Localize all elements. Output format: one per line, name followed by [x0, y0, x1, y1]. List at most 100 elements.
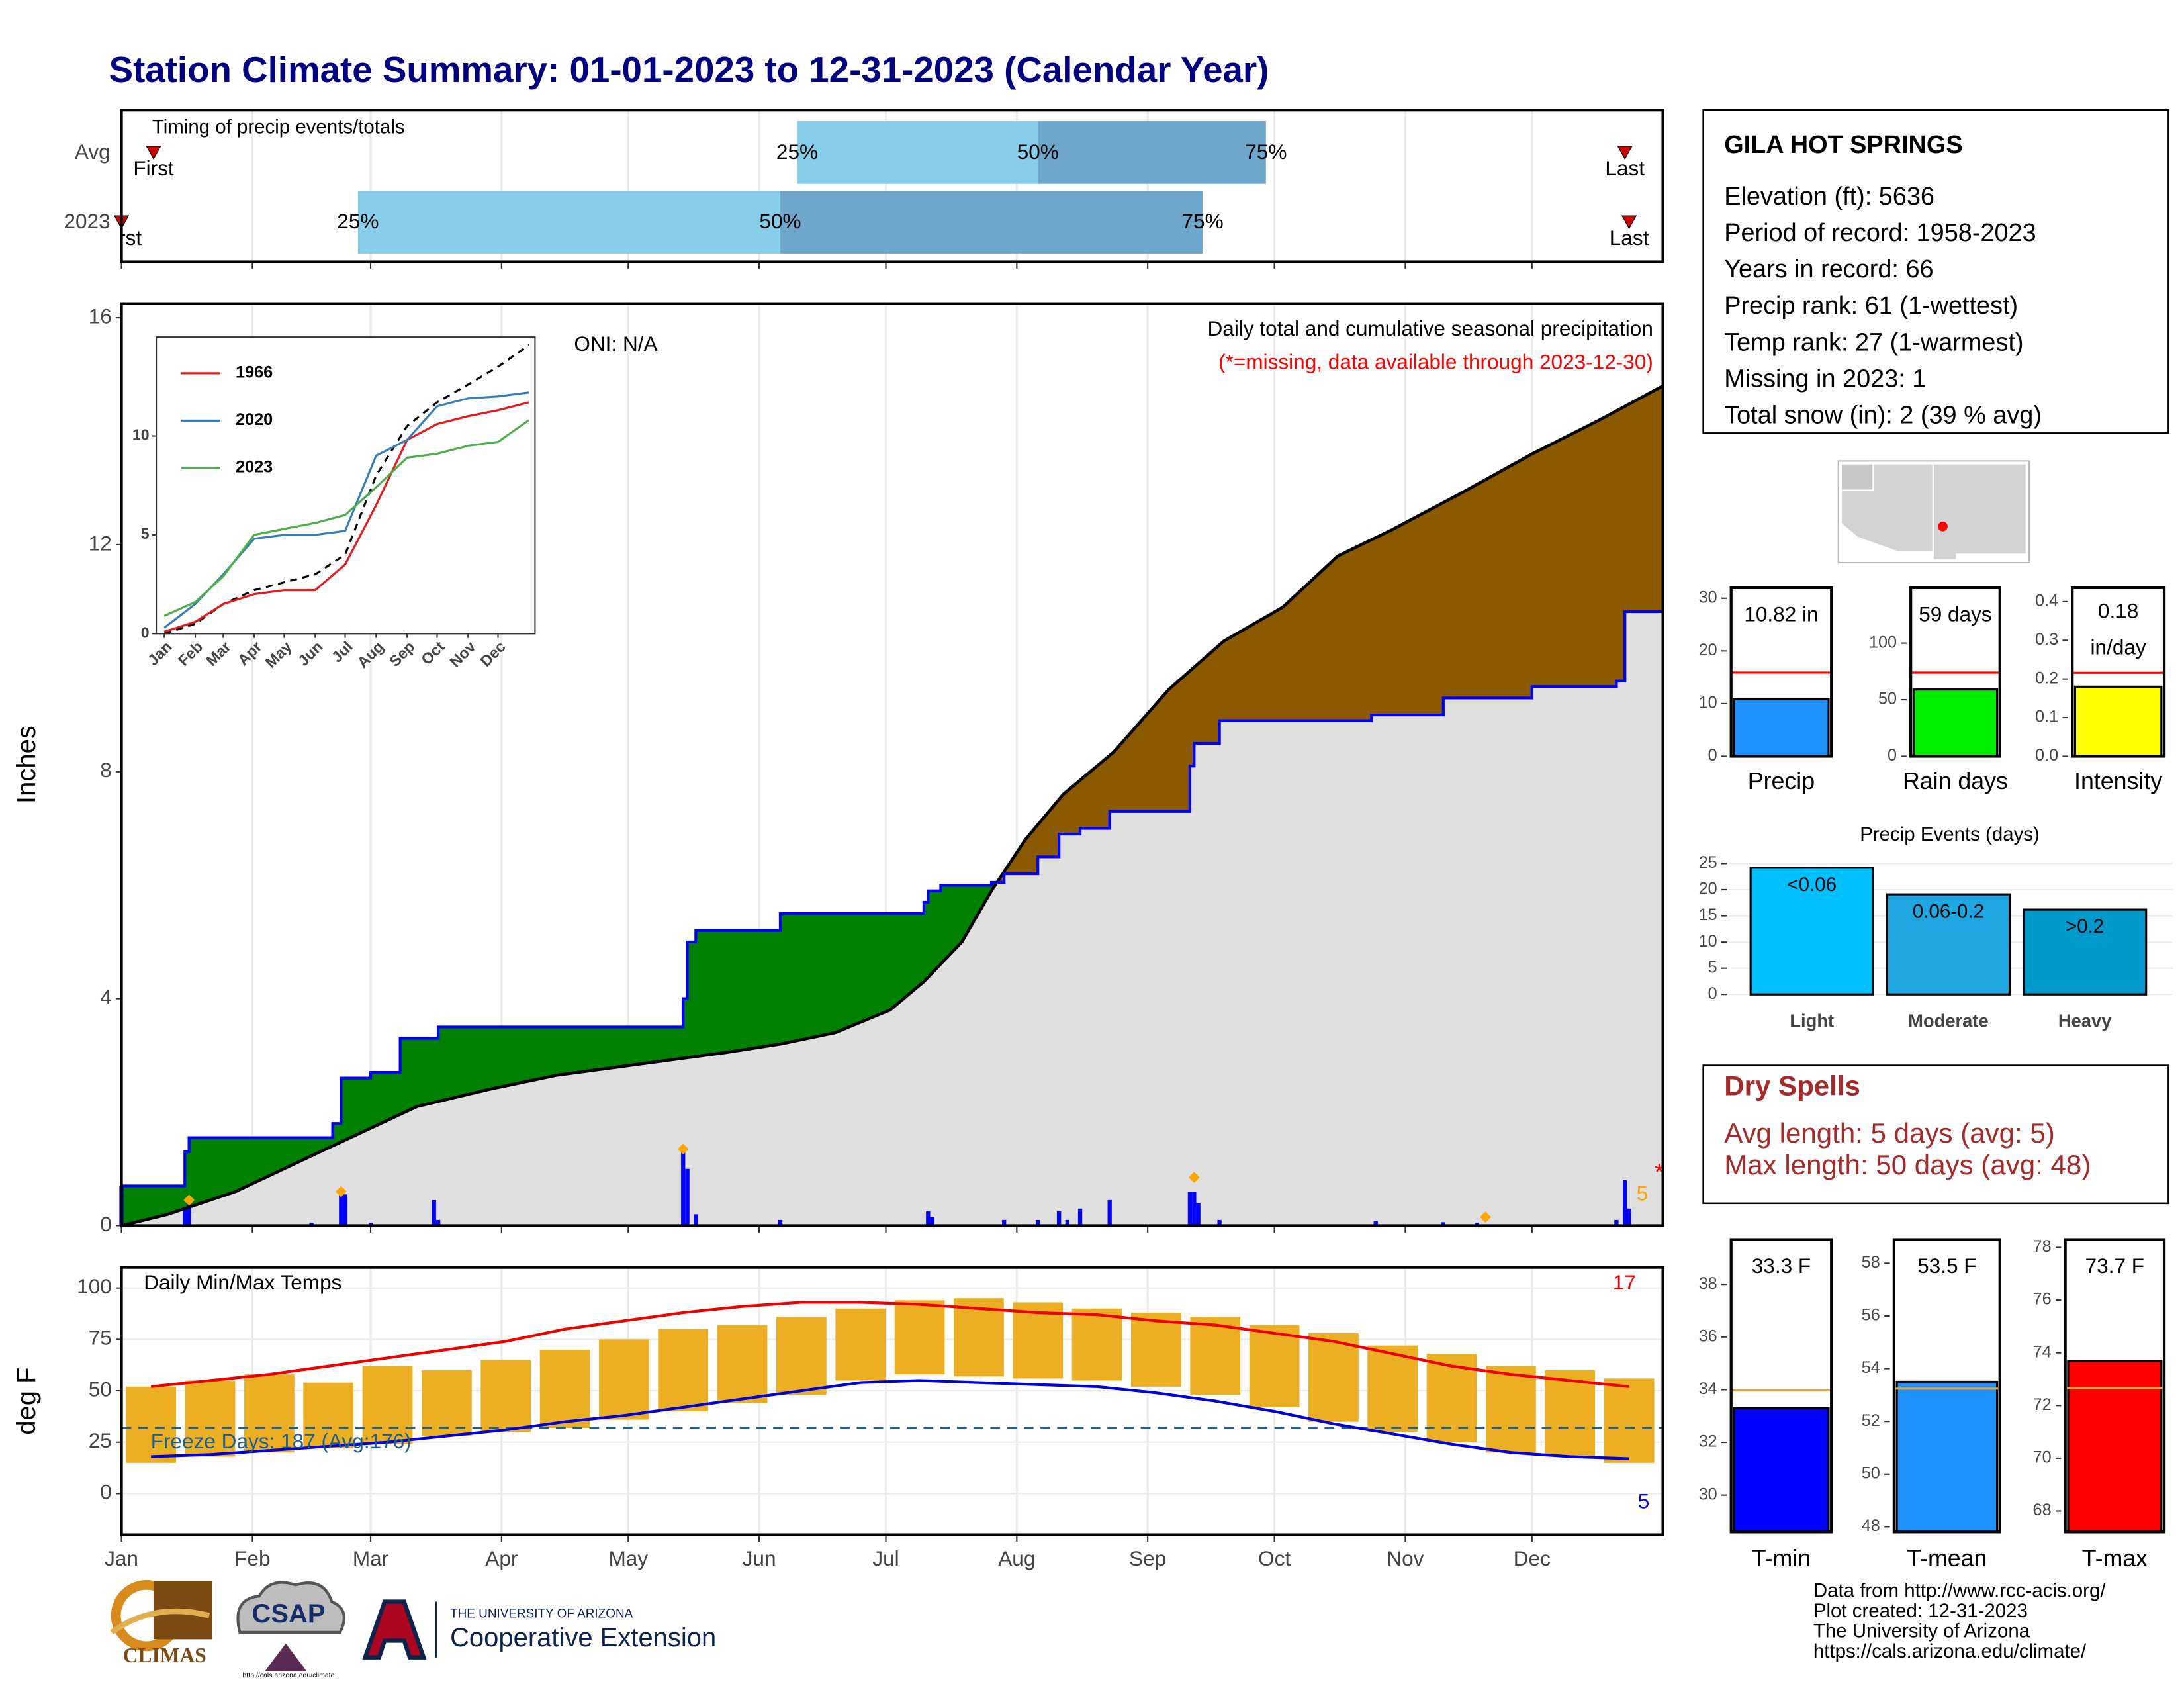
event-marker	[1617, 146, 1633, 160]
y-tick-label: 0.3	[2035, 630, 2058, 649]
location-map	[1837, 460, 2030, 564]
y-tick-label: 75	[89, 1326, 112, 1350]
plot-frame	[1729, 1238, 1833, 1534]
chart-title: Precip Events (days)	[1860, 823, 2040, 845]
daily-precip-bar	[343, 1194, 347, 1226]
value-label: 10.82 in	[1744, 602, 1818, 626]
quartile-label: 75%	[1245, 140, 1287, 164]
daily-precip-bar	[368, 1223, 373, 1226]
value-label: 73.7 F	[2085, 1254, 2144, 1278]
y-tick-label: 30	[1699, 1485, 1717, 1503]
value-label: 0.18 in/day	[2091, 599, 2146, 659]
y-tick-label: 0.4	[2035, 592, 2058, 610]
ua-logo	[362, 1599, 427, 1660]
avg-cumulative-line	[120, 384, 1664, 1227]
daily-precip-bar	[1077, 1208, 1083, 1226]
y-tick-label: 100	[77, 1274, 112, 1298]
main-title: Station Climate Summary: 01-01-2023 to 1…	[109, 49, 1269, 90]
y-tick-label: 0	[100, 1480, 112, 1504]
y-tick-label: 68	[2033, 1501, 2052, 1519]
bar	[1895, 1380, 1999, 1533]
y-tick-label: 0	[1708, 984, 1717, 1003]
chart-title: Daily Min/Max Temps	[144, 1270, 341, 1294]
y-tick-label: 16	[89, 304, 112, 328]
y-tick-label: 25	[89, 1429, 112, 1452]
quartile-label: 50%	[759, 209, 801, 233]
plot-frame	[120, 109, 1664, 263]
y-tick-label: 78	[2033, 1237, 2052, 1256]
y-tick-label: 0	[100, 1212, 112, 1236]
legend-label: 2020	[236, 410, 273, 429]
daily-precip-bar	[1623, 1180, 1627, 1226]
count-label: 5	[1637, 1182, 1649, 1205]
inset-frame	[156, 336, 536, 635]
x-tick-label: Light	[1790, 1011, 1834, 1031]
y-tick-label: 0	[141, 624, 150, 641]
quartile-bar	[780, 191, 1203, 254]
y-tick-label: 5	[1708, 958, 1717, 976]
daily-precip-bar	[1002, 1219, 1007, 1226]
event-label: Last	[1605, 156, 1645, 180]
missing-marker: *	[1655, 1159, 1664, 1186]
y-tick-label: 50	[1878, 690, 1897, 708]
quartile-label: 75%	[1182, 209, 1224, 233]
value-label: 59 days	[1919, 602, 1992, 626]
climas-logo	[110, 1608, 210, 1635]
bar	[1886, 893, 2011, 996]
category-label: Rain days	[1903, 768, 2008, 794]
station-box	[1702, 109, 2169, 434]
daily-precip-bar	[1065, 1219, 1070, 1226]
daily-precip-bar	[1107, 1199, 1112, 1226]
daily-precip-bar	[694, 1214, 698, 1226]
record-high-count: 17	[1613, 1270, 1636, 1294]
daily-precip-bar	[1627, 1208, 1631, 1226]
y-tick-label: 10	[1699, 932, 1717, 951]
csap-logo	[236, 1581, 346, 1634]
plot-frame	[1909, 586, 2001, 758]
y-tick-label: 10	[132, 426, 150, 444]
plot-frame	[1729, 586, 1833, 758]
daily-precip-bar	[1187, 1192, 1193, 1226]
temp-range-bar	[539, 1349, 590, 1428]
y-tick-label: 8	[100, 758, 112, 782]
event-label: Last	[1610, 226, 1649, 250]
temp-range-bar	[776, 1317, 827, 1395]
daily-precip-bar	[435, 1219, 441, 1226]
climas-text: CLIMAS	[123, 1644, 206, 1667]
inset-line	[163, 401, 529, 633]
category-label: Intensity	[2074, 768, 2162, 794]
temp-range-bar	[717, 1325, 768, 1403]
temp-range-bar	[835, 1308, 886, 1381]
y-tick-label: 34	[1699, 1380, 1717, 1398]
temp-range-bar	[1249, 1325, 1300, 1407]
y-axis-label: Inches	[12, 726, 41, 804]
station-detail: Total snow (in): 2 (39 % avg)	[1724, 402, 2042, 430]
station-detail: Elevation (ft): 5636	[1724, 183, 1934, 211]
y-tick-label: 76	[2033, 1290, 2052, 1309]
daily-precip-bar	[183, 1208, 187, 1226]
y-tick-label: 70	[2033, 1448, 2052, 1467]
x-tick-label: Moderate	[1908, 1011, 1989, 1031]
x-tick-label: Oct	[1258, 1546, 1291, 1570]
y-tick-label: 36	[1699, 1327, 1717, 1345]
y-tick-label: 50	[89, 1377, 112, 1401]
y-tick-label: 4	[100, 985, 112, 1009]
category-label: T-min	[1752, 1545, 1811, 1571]
y-tick-label: 52	[1862, 1411, 1880, 1430]
logos: CLIMAS CSAP http://cals.arizona.edu/clim…	[110, 1579, 716, 1679]
y-tick-label: 100	[1869, 633, 1897, 651]
y-tick-label: 54	[1862, 1358, 1880, 1377]
x-tick-label: Dec	[1514, 1546, 1551, 1570]
temp-range-bar	[185, 1380, 236, 1457]
y-tick-label: 0	[1708, 746, 1717, 765]
dry-spells-detail: Max length: 50 days (avg: 48)	[1724, 1149, 2091, 1180]
map-state	[1932, 463, 2027, 561]
temp-range-bar	[1604, 1378, 1655, 1463]
row-label: 2023	[64, 209, 111, 233]
credit-line: Data from http://www.rcc-acis.org/	[1813, 1580, 2106, 1602]
dry-spells-box	[1702, 1064, 2169, 1205]
temp-range-bar	[658, 1329, 709, 1412]
daily-precip-bar	[926, 1211, 931, 1226]
credit-line: Plot created: 12-31-2023	[1813, 1600, 2028, 1622]
temp-range-bar	[599, 1339, 649, 1420]
